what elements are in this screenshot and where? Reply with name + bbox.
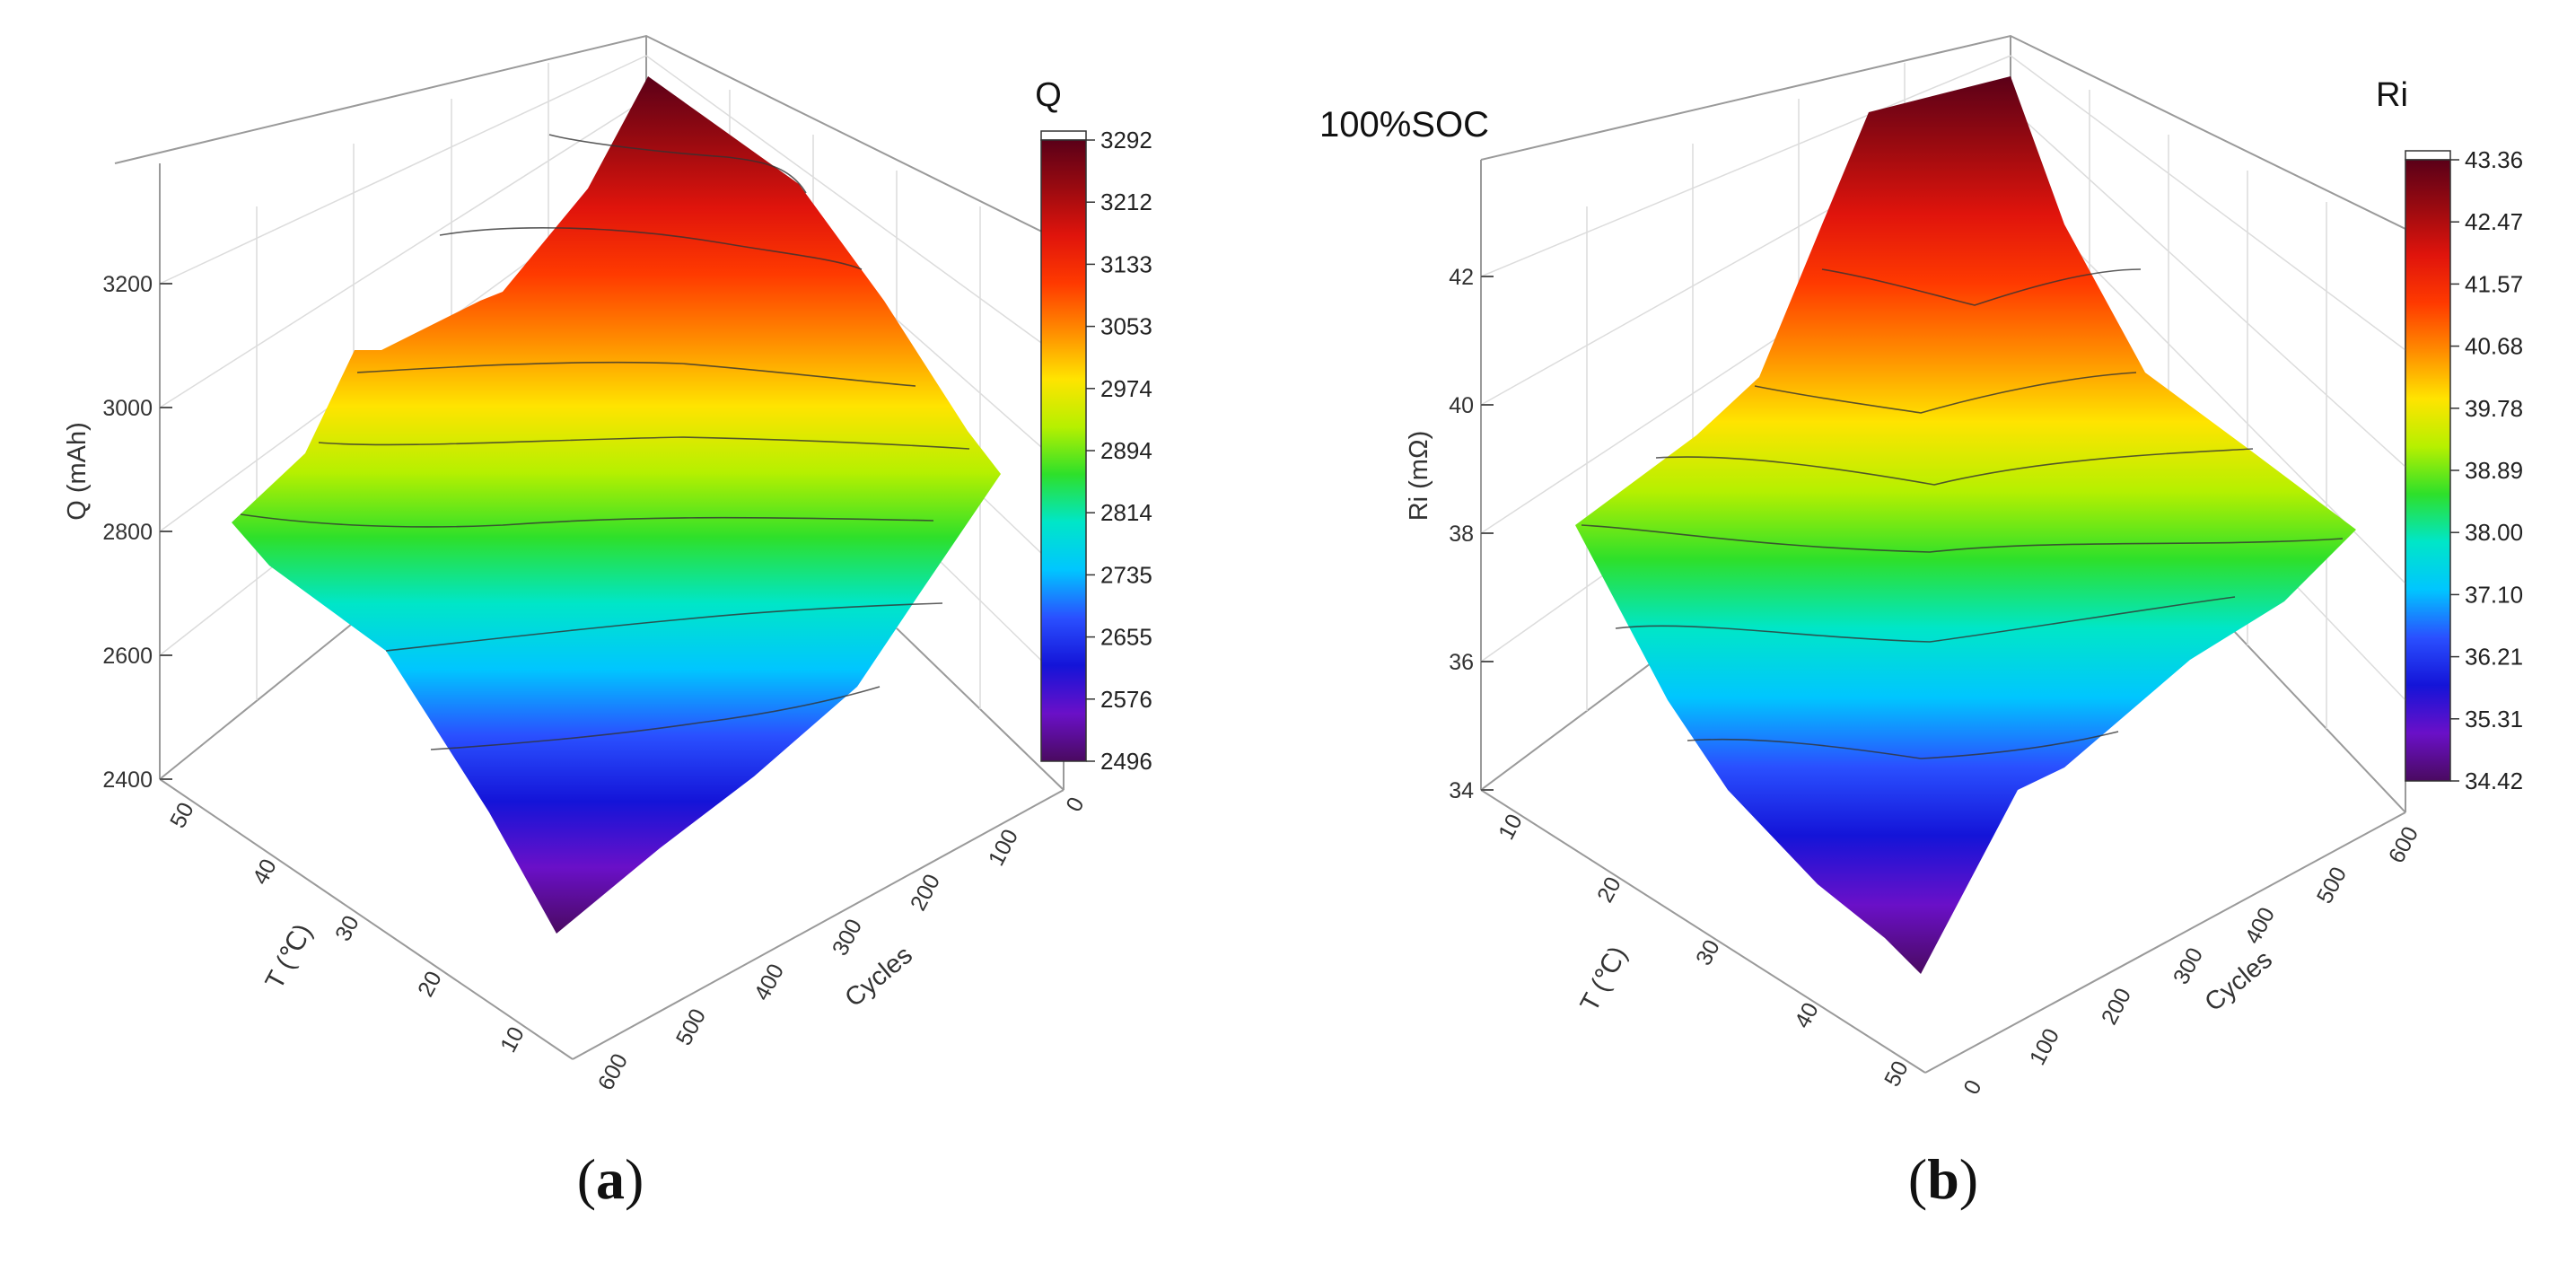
colorbar-tick-label: 37.10	[2465, 581, 2523, 608]
y-tick-b-1: 100	[2025, 1024, 2064, 1069]
colorbar-tick-label: 2894	[1100, 437, 1152, 464]
colorbar-tick-label: 3212	[1100, 189, 1152, 215]
colorbar-ticks-b: 43.36 42.47 41.57 40.68 39.78 38.89 38.00 37.10…	[2450, 146, 2523, 794]
y-tick-a-4: 200	[906, 870, 945, 915]
colorbar-b: Ri 43.36 42.47 41.57 40.68 39.78 38.89 38.00 37…	[2376, 76, 2523, 794]
panel-label-b: (b)	[1908, 1147, 1978, 1211]
panel-b: 100%SOC	[1319, 34, 2523, 1211]
x-tick-b-0: 10	[1494, 810, 1528, 844]
panel-a: 2400 2600 2800 3000 3200 Q (mAh) 50 40 3…	[63, 34, 1152, 1211]
colorbar-tick-label: 38.00	[2465, 519, 2523, 546]
y-tick-b-3: 300	[2169, 943, 2208, 988]
y-axis-title-b: Cycles	[2200, 945, 2278, 1017]
x-tick-labels-a: 50 40 30 20 10	[165, 798, 530, 1057]
y-tick-a-0: 600	[593, 1049, 633, 1094]
colorbar-tick-label: 3053	[1100, 313, 1152, 340]
z-axis-title-b: Ri (mΩ)	[1405, 431, 1433, 522]
z-tick-b-0: 34	[1449, 778, 1474, 803]
colorbar-a: Q 3292 3212 3133 3053 2974 2894 2814 2735 2655 25…	[1035, 76, 1152, 775]
x-axis-title-a: T (℃)	[260, 919, 318, 994]
x-tick-a-4: 10	[495, 1022, 530, 1057]
z-axis-a	[160, 283, 172, 780]
colorbar-tick-label: 43.36	[2465, 146, 2523, 173]
colorbar-tick-label: 38.89	[2465, 457, 2523, 484]
z-tick-b-2: 38	[1449, 522, 1474, 547]
y-tick-b-6: 600	[2384, 822, 2423, 867]
contours-a	[240, 134, 970, 750]
colorbar-tick-label: 3133	[1100, 250, 1152, 277]
z-tick-b-4: 42	[1449, 265, 1474, 290]
z-tick-labels-b: 34 36 38 40 42	[1449, 265, 1474, 803]
z-tick-a-3: 3000	[102, 396, 153, 421]
colorbar-tick-label: 2496	[1100, 748, 1152, 775]
y-tick-b-2: 200	[2097, 984, 2136, 1029]
colorbar-tick-label: 35.31	[2465, 706, 2523, 732]
x-tick-b-3: 40	[1790, 998, 1824, 1032]
z-tick-a-2: 2800	[102, 520, 153, 545]
y-tick-a-2: 400	[749, 960, 789, 1004]
colorbar-tick-label: 2974	[1100, 375, 1152, 402]
y-tick-b-4: 400	[2240, 903, 2280, 948]
z-tick-a-4: 3200	[102, 272, 153, 297]
y-tick-a-1: 500	[671, 1004, 711, 1049]
colorbar-tick-label: 42.47	[2465, 208, 2523, 235]
colorbar-tick-label: 34.42	[2465, 767, 2523, 794]
colorbar-title-a: Q	[1035, 76, 1062, 114]
z-tick-b-3: 40	[1449, 393, 1474, 418]
colorbar-tick-label: 40.68	[2465, 333, 2523, 360]
colorbar-tick-label: 36.21	[2465, 644, 2523, 671]
colorbar-tick-label: 2814	[1100, 499, 1152, 526]
z-tick-b-1: 36	[1449, 650, 1474, 675]
colorbar-tick-label: 3292	[1100, 127, 1152, 153]
x-tick-a-1: 40	[248, 855, 282, 889]
z-tick-labels-a: 2400 2600 2800 3000 3200	[102, 272, 153, 793]
colorbar-tick-label: 2655	[1100, 624, 1152, 651]
x-tick-a-2: 30	[330, 911, 364, 945]
surface-b	[1575, 76, 2356, 974]
y-tick-a-5: 100	[984, 825, 1023, 870]
colorbar-ticks-a: 3292 3212 3133 3053 2974 2894 2814 2735 2655 2576…	[1086, 127, 1152, 775]
colorbar-tick-label: 41.57	[2465, 270, 2523, 297]
z-axis-b	[1481, 276, 1494, 791]
panel-label-a: (a)	[577, 1147, 644, 1211]
z-tick-a-0: 2400	[102, 767, 153, 793]
z-tick-a-1: 2600	[102, 644, 153, 669]
y-tick-labels-b: 0 100 200 300 400 500 600	[1958, 822, 2423, 1099]
colorbar-tick-label: 2576	[1100, 686, 1152, 713]
colorbar-tick-label: 39.78	[2465, 395, 2523, 422]
colorbar-tick-label: 2735	[1100, 561, 1152, 588]
y-tick-b-0: 0	[1958, 1076, 1986, 1099]
contours-b	[1581, 268, 2344, 759]
y-tick-b-5: 500	[2312, 863, 2352, 908]
x-axis-title-b: T (℃)	[1575, 942, 1633, 1016]
y-tick-a-6: 0	[1061, 794, 1089, 816]
y-tick-a-3: 300	[828, 915, 867, 960]
annotation-b: 100%SOC	[1319, 105, 1489, 145]
x-tick-b-1: 20	[1592, 873, 1626, 907]
colorbar-title-b: Ri	[2376, 76, 2408, 114]
z-axis-title-a: Q (mAh)	[63, 422, 92, 521]
x-tick-a-3: 20	[413, 967, 447, 1001]
x-tick-b-2: 30	[1691, 935, 1725, 969]
surface-a	[232, 76, 1001, 934]
